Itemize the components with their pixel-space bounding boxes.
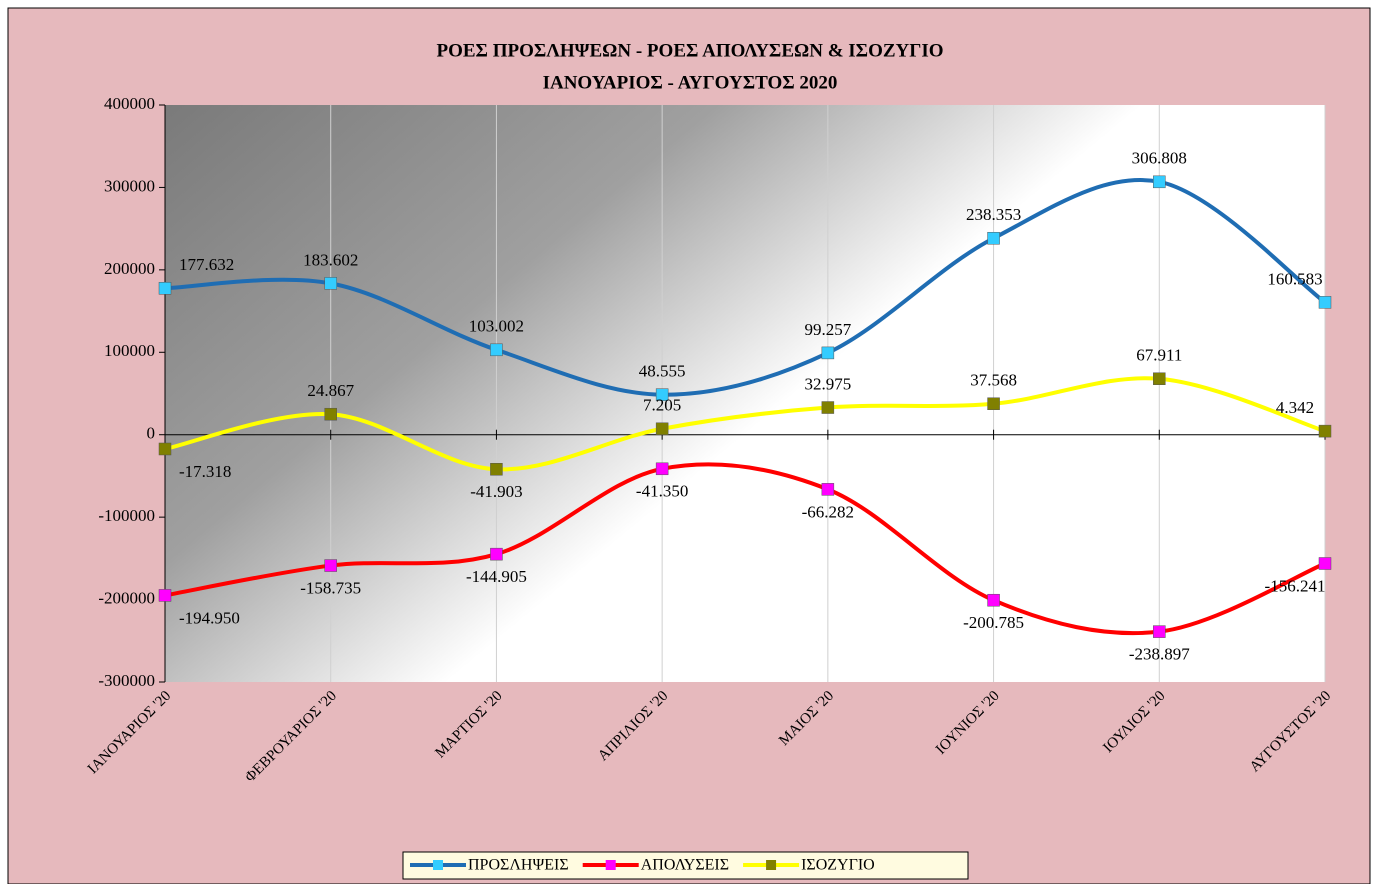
marker	[490, 463, 503, 476]
marker	[1153, 625, 1166, 638]
marker	[821, 401, 835, 414]
marker	[158, 589, 172, 602]
marker	[821, 483, 835, 496]
plot-area	[165, 105, 1325, 682]
legend-marker	[766, 860, 777, 870]
data-label: -41.903	[470, 482, 522, 501]
legend-label: ΙΣΟΖΥΓΙΟ	[801, 857, 875, 874]
y-tick-label: -200000	[98, 588, 155, 607]
marker	[158, 282, 172, 295]
data-label: 306.808	[1132, 149, 1187, 168]
marker	[1318, 296, 1332, 309]
marker	[490, 547, 503, 561]
data-label: 67.911	[1136, 346, 1182, 365]
chart-title: ΙΑΝΟΥΑΡΙΟΣ - ΑΥΓΟΥΣΤΟΣ 2020	[543, 72, 838, 93]
data-label: -41.350	[636, 482, 688, 501]
y-tick-label: -300000	[98, 671, 155, 690]
data-label: 99.257	[804, 320, 851, 339]
marker	[1318, 424, 1332, 438]
marker	[987, 397, 1000, 410]
legend-label: ΑΠΟΛΥΣΕΙΣ	[641, 857, 729, 874]
data-label: -200.785	[963, 613, 1024, 632]
data-label: 183.602	[303, 250, 358, 269]
y-tick-label: 200000	[104, 259, 155, 278]
chart-title: ΡΟΕΣ ΠΡΟΣΛΗΨΕΩΝ - ΡΟΕΣ ΑΠΟΛΥΣΕΩΝ & ΙΣΟΖΥ…	[436, 40, 943, 61]
series-line	[164, 462, 1326, 636]
data-label: 48.555	[639, 362, 686, 381]
marker	[324, 277, 337, 290]
data-label: -17.318	[179, 462, 231, 481]
marker	[655, 462, 669, 476]
legend-marker	[605, 860, 616, 870]
data-label: 32.975	[804, 374, 851, 393]
y-tick-label: 300000	[104, 176, 155, 195]
marker	[1153, 372, 1166, 385]
legend	[402, 851, 969, 880]
data-label: 24.867	[307, 381, 354, 400]
data-label: -156.241	[1265, 576, 1326, 595]
marker	[1318, 557, 1332, 570]
series-line	[164, 178, 1327, 397]
marker	[655, 388, 669, 401]
data-label: 37.568	[970, 371, 1017, 390]
data-label: -238.897	[1129, 645, 1190, 664]
marker	[987, 231, 1000, 245]
y-tick-label: 400000	[104, 94, 155, 113]
marker	[324, 407, 337, 421]
series-line	[164, 376, 1326, 472]
data-label: -144.905	[466, 567, 527, 586]
legend-marker	[433, 860, 443, 870]
y-tick-label: 100000	[104, 341, 155, 360]
data-label: 160.583	[1267, 269, 1322, 288]
y-tick-label: 0	[147, 424, 156, 443]
marker	[821, 346, 835, 360]
marker	[158, 442, 172, 456]
marker	[1153, 175, 1166, 189]
y-tick-label: -100000	[98, 506, 155, 525]
data-label: 4.342	[1276, 398, 1314, 417]
data-label: -194.950	[179, 608, 240, 627]
marker	[655, 422, 669, 436]
data-label: 103.002	[469, 317, 524, 336]
data-label: -158.735	[300, 578, 361, 597]
data-label: 7.205	[643, 396, 681, 415]
data-label: 177.632	[179, 255, 234, 274]
marker	[490, 343, 503, 357]
marker	[324, 559, 337, 572]
legend-label: ΠΡΟΣΛΗΨΕΙΣ	[468, 857, 569, 874]
marker	[987, 593, 1000, 607]
data-label: -66.282	[802, 502, 854, 521]
data-label: 238.353	[966, 205, 1021, 224]
